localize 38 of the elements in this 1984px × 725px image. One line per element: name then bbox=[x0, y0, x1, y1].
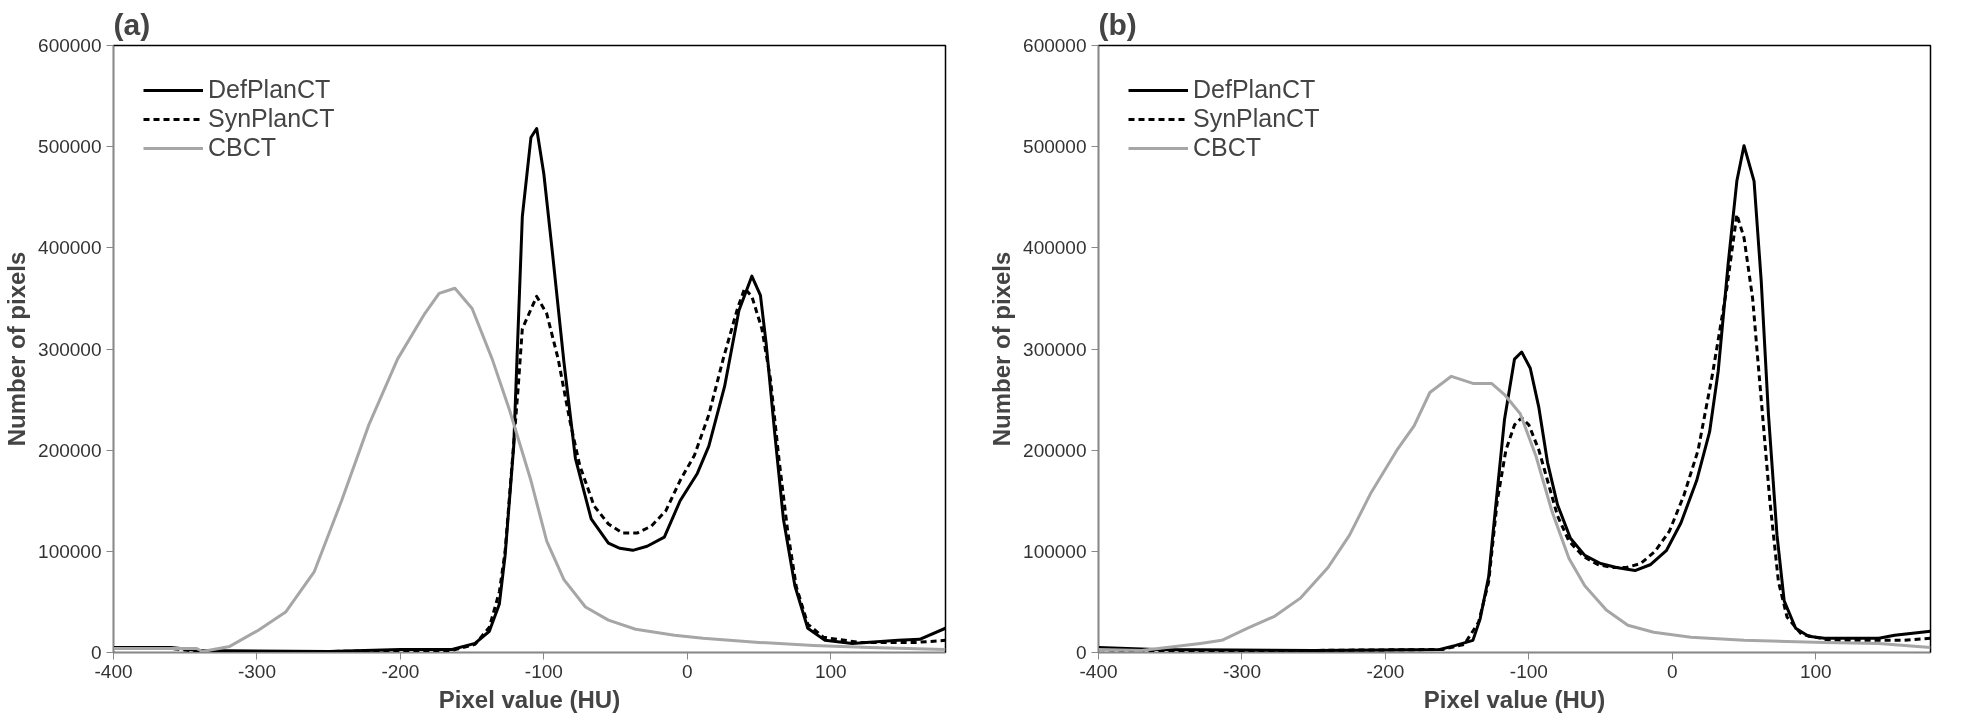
x-tick-label: -300 bbox=[237, 660, 276, 682]
legend-label: SynPlanCT bbox=[208, 104, 335, 133]
x-tick-label: -200 bbox=[381, 660, 420, 682]
y-tick-label: 300000 bbox=[38, 338, 102, 360]
y-tick-label: 500000 bbox=[1023, 136, 1087, 158]
x-axis-title: Pixel value (HU) bbox=[1423, 685, 1606, 713]
y-tick-label: 600000 bbox=[38, 35, 102, 56]
legend-label: DefPlanCT bbox=[1193, 75, 1316, 104]
x-tick-label: -300 bbox=[1222, 660, 1261, 682]
y-tick-label: 400000 bbox=[38, 237, 102, 259]
legend-label: SynPlanCT bbox=[1193, 104, 1320, 133]
x-tick-label: -200 bbox=[1366, 660, 1405, 682]
y-tick-label: 300000 bbox=[1023, 338, 1087, 360]
y-axis-title: Number of pixels bbox=[3, 251, 31, 447]
legend-label: CBCT bbox=[208, 133, 277, 162]
x-tick-label: -400 bbox=[94, 660, 133, 682]
x-tick-label: -400 bbox=[1079, 660, 1118, 682]
chart-title: (b) bbox=[1098, 7, 1137, 41]
y-tick-label: 400000 bbox=[1023, 237, 1087, 259]
x-tick-label: -100 bbox=[524, 660, 563, 682]
legend-label: CBCT bbox=[1193, 133, 1262, 162]
legend-label: DefPlanCT bbox=[208, 75, 331, 104]
y-tick-label: 100000 bbox=[1023, 540, 1087, 562]
y-tick-label: 600000 bbox=[1023, 35, 1087, 56]
y-tick-label: 0 bbox=[90, 642, 102, 663]
y-tick-label: 200000 bbox=[1023, 439, 1087, 461]
x-tick-label: 0 bbox=[1667, 660, 1678, 682]
x-tick-label: 100 bbox=[1799, 660, 1832, 682]
x-tick-label: -100 bbox=[1509, 660, 1548, 682]
x-axis-title: Pixel value (HU) bbox=[438, 685, 621, 713]
y-tick-label: 200000 bbox=[38, 439, 102, 461]
chart-title: (a) bbox=[113, 7, 151, 41]
x-tick-label: 100 bbox=[814, 660, 847, 682]
y-axis-title: Number of pixels bbox=[988, 251, 1016, 447]
y-tick-label: 0 bbox=[1075, 642, 1087, 663]
y-tick-label: 100000 bbox=[38, 540, 102, 562]
y-tick-label: 500000 bbox=[38, 136, 102, 158]
x-tick-label: 0 bbox=[682, 660, 693, 682]
